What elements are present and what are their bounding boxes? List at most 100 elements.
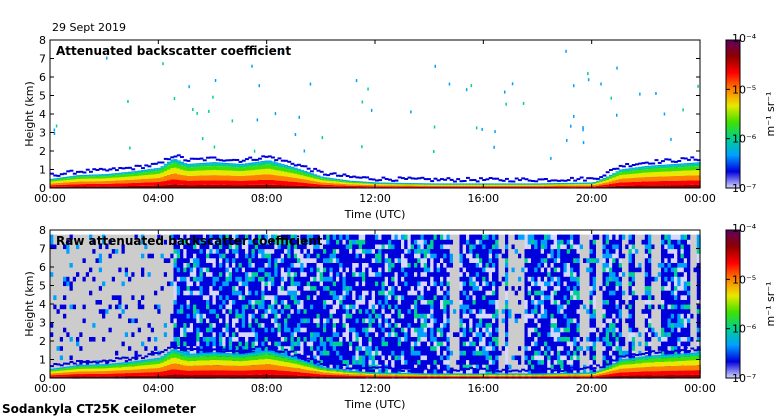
heatmap-cell [310,322,314,328]
heatmap-cell [92,336,97,342]
heatmap-cell [479,186,483,188]
heatmap-cell [388,350,392,356]
heatmap-cell [300,271,305,277]
heatmap-cell [209,257,214,263]
heatmap-cell [173,327,178,333]
heatmap-cell [358,331,363,337]
heatmap-cell [118,267,123,273]
heatmap-cell [180,165,184,170]
heatmap-cell [401,185,405,187]
heatmap-cell [199,304,204,310]
heatmap-cell [131,183,136,186]
heatmap-cell [241,253,246,259]
heatmap-cell [189,280,194,287]
heatmap-cell [271,327,275,333]
heatmap-cell [371,178,376,181]
heatmap-cell [566,183,571,185]
heatmap-cell [592,186,597,188]
heatmap-cell [202,327,207,333]
heatmap-cell [222,276,227,282]
heatmap-cell [111,341,116,347]
heatmap-cell [592,182,597,183]
heatmap-cell [316,285,321,291]
heatmap-cell [144,354,149,361]
heatmap-cell [375,239,379,245]
heatmap-cell [245,294,249,300]
heatmap-cell [79,239,84,245]
heatmap-cell [313,285,318,291]
heatmap-cell [316,253,321,259]
heatmap-cell [245,341,249,347]
heatmap-cell [193,253,197,259]
heatmap-cell [531,184,535,185]
heatmap-cell [53,174,58,177]
heatmap-cell [102,341,106,347]
heatmap-cell [98,174,103,176]
heatmap-cell [293,322,298,328]
heatmap-cell [63,359,67,365]
heatmap-cell [147,304,152,310]
heatmap-cell [323,280,327,287]
heatmap-cell [238,308,243,314]
heatmap-cell [173,317,178,324]
heatmap-cell [63,313,67,319]
heatmap-cell [160,177,165,182]
heatmap-cell [134,262,139,268]
heatmap-cell [196,331,201,337]
heatmap-cell [186,294,191,300]
heatmap-cell [297,290,301,296]
heatmap-cell [105,234,110,240]
heatmap-cell [56,308,61,314]
heatmap-cell [352,299,357,305]
heatmap-cell [284,248,288,254]
heatmap-cell [297,163,301,166]
heatmap-cell [319,294,324,300]
heatmap-cell [59,179,64,181]
heatmap-cell [105,174,110,177]
heatmap-cell [339,253,344,259]
heatmap-cell [228,185,233,188]
heatmap-cell [479,184,483,185]
heatmap-cell [238,341,243,347]
heatmap-cell [213,145,216,149]
heatmap-cell [157,243,162,250]
heatmap-cell [696,163,701,167]
heatmap-cell [267,276,272,282]
heatmap-cell [163,165,168,168]
heatmap-cell [306,313,311,319]
heatmap-cell [82,267,87,273]
heatmap-cell [264,174,269,180]
heatmap-cell [102,336,106,342]
heatmap-cell [271,317,275,324]
heatmap-cell [638,162,643,165]
heatmap-cell [251,304,256,310]
heatmap-cell [261,290,266,296]
heatmap-cell [267,308,272,314]
heatmap-cell [72,285,77,291]
heatmap-cell [241,341,246,347]
heatmap-cell [534,180,539,183]
heatmap-cell [212,169,217,176]
heatmap-cell [537,184,542,186]
heatmap-cell [82,178,87,182]
heatmap-cell [150,171,155,175]
heatmap-cell [287,172,292,177]
heatmap-cell [436,184,441,186]
heatmap-cell [222,317,227,324]
heatmap-cell [358,234,363,240]
heatmap-cell [134,179,139,183]
heatmap-cell [59,331,64,337]
heatmap-cell [115,290,119,296]
heatmap-cell [115,243,119,250]
heatmap-cell [300,253,305,259]
heatmap-cell [358,243,363,250]
heatmap-cell [183,317,188,324]
heatmap-cell [670,171,675,177]
heatmap-cell [92,174,97,176]
heatmap-cell [232,248,236,254]
heatmap-cell [196,185,201,188]
heatmap-cell [602,185,607,187]
heatmap-cell [284,317,288,324]
heatmap-cell [300,175,305,179]
heatmap-cell [134,170,139,172]
